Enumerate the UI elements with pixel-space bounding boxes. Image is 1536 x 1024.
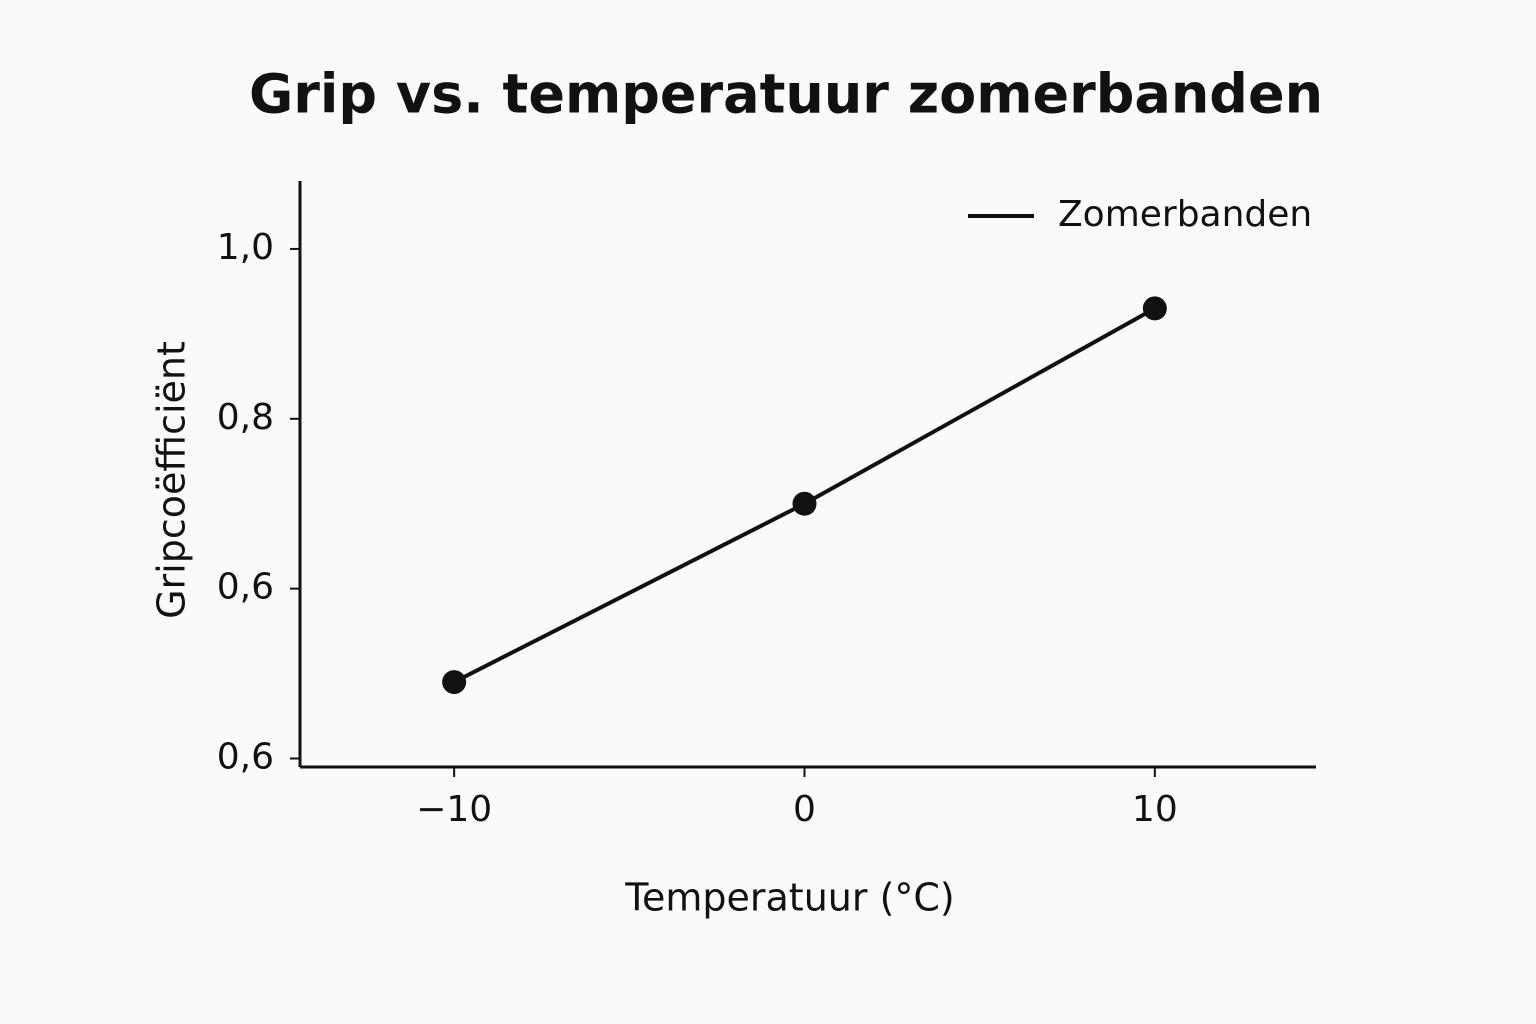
y-axis-label: Gripcoëfficiënt (150, 341, 194, 619)
chart-title: Grip vs. temperatuur zomerbanden (249, 63, 1323, 126)
y-tick-label: 0,6 (217, 567, 274, 608)
x-axis-label: Temperatuur (°C) (624, 876, 955, 920)
data-point (1142, 296, 1167, 321)
x-tick-label: −10 (416, 789, 492, 830)
legend-label: Zomerbanden (1058, 194, 1312, 235)
y-tick-label: 0,6 (217, 737, 274, 778)
x-tick-label: 0 (793, 789, 816, 830)
y-tick-label: 1,0 (217, 227, 274, 268)
x-tick-label: 10 (1132, 789, 1178, 830)
data-point (792, 491, 817, 516)
data-point (442, 670, 467, 695)
y-tick-label: 0,8 (217, 397, 274, 438)
